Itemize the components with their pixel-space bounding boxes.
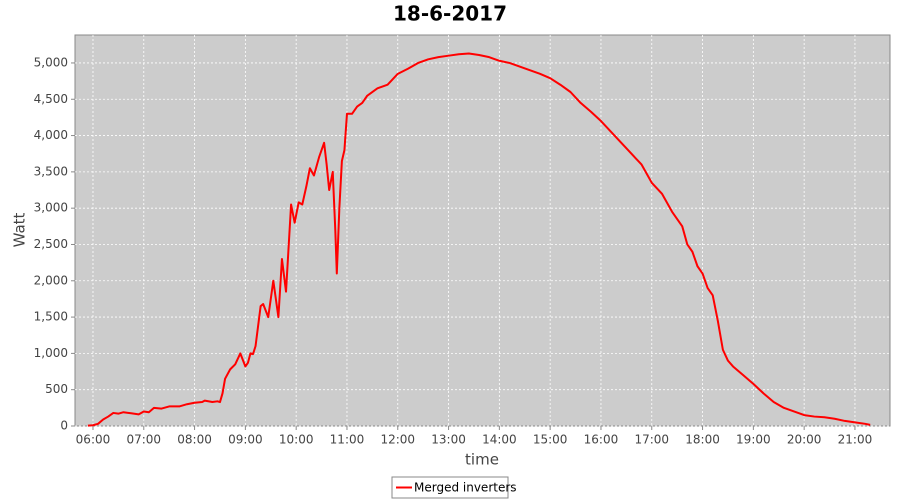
plot-area (74, 34, 891, 427)
y-tick-label: 3,500 (34, 164, 68, 178)
legend: Merged inverters (391, 476, 517, 499)
legend-label: Merged inverters (414, 481, 517, 495)
y-tick-label: 4,000 (34, 128, 68, 142)
line-series (87, 52, 871, 427)
y-tick-label: 3,000 (34, 201, 68, 215)
x-tick-label: 17:00 (634, 433, 669, 447)
x-tick-label: 14:00 (482, 433, 517, 447)
y-tick-label: 0 (60, 419, 68, 433)
y-tick-label: 5,000 (34, 55, 68, 69)
x-tick-label: 11:00 (330, 433, 365, 447)
x-tick-label: 06:00 (76, 433, 111, 447)
y-tick-label: 1,500 (34, 310, 68, 324)
x-tick-label: 13:00 (431, 433, 466, 447)
legend-box (391, 476, 509, 499)
x-tick-label: 15:00 (533, 433, 568, 447)
chart-title: 18-6-2017 (393, 2, 507, 26)
y-tick-label: 4,500 (34, 92, 68, 106)
y-tick-label: 500 (45, 382, 68, 396)
y-tick-label: 2,000 (34, 273, 68, 287)
x-tick-label: 18:00 (685, 433, 720, 447)
x-tick-label: 12:00 (380, 433, 415, 447)
x-tick-label: 16:00 (584, 433, 619, 447)
x-tick-label: 19:00 (736, 433, 771, 447)
x-tick-label: 08:00 (177, 433, 212, 447)
x-tick-label: 10:00 (279, 433, 314, 447)
x-tick-label: 09:00 (228, 433, 263, 447)
x-axis-label: time (465, 451, 499, 469)
x-tick-label: 21:00 (838, 433, 873, 447)
y-tick-label: 1,000 (34, 346, 68, 360)
x-tick-label: 20:00 (787, 433, 822, 447)
x-tick-label: 07:00 (126, 433, 161, 447)
y-axis-label: Watt (11, 212, 29, 247)
y-tick-label: 2,500 (34, 237, 68, 251)
